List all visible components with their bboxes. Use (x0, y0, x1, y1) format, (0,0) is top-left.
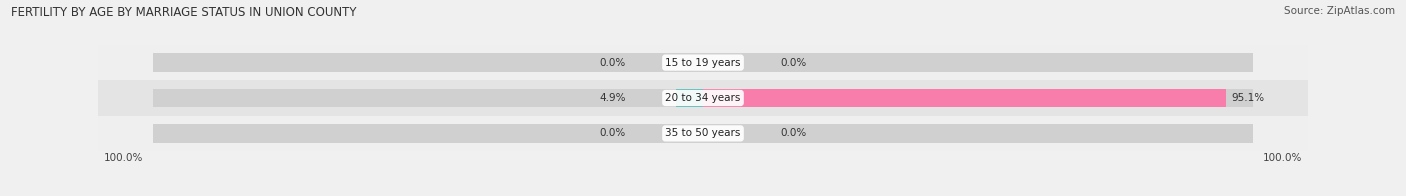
Text: Source: ZipAtlas.com: Source: ZipAtlas.com (1284, 6, 1395, 16)
Bar (98, 116, 1308, 151)
Bar (98, 80, 1308, 116)
Text: 0.0%: 0.0% (780, 58, 806, 68)
Text: 95.1%: 95.1% (1232, 93, 1264, 103)
Bar (153, 124, 703, 143)
Bar (153, 53, 703, 72)
Bar (153, 89, 703, 107)
Text: 4.9%: 4.9% (599, 93, 626, 103)
Bar (676, 89, 703, 107)
Bar (703, 89, 1226, 107)
Bar (98, 45, 1308, 80)
Bar (703, 89, 1253, 107)
Text: 20 to 34 years: 20 to 34 years (665, 93, 741, 103)
Text: 0.0%: 0.0% (600, 58, 626, 68)
Bar (703, 53, 1253, 72)
Text: 0.0%: 0.0% (780, 128, 806, 138)
Text: 15 to 19 years: 15 to 19 years (665, 58, 741, 68)
Text: 35 to 50 years: 35 to 50 years (665, 128, 741, 138)
Text: 100.0%: 100.0% (104, 153, 143, 163)
Text: 100.0%: 100.0% (1263, 153, 1302, 163)
Bar (703, 124, 1253, 143)
Text: FERTILITY BY AGE BY MARRIAGE STATUS IN UNION COUNTY: FERTILITY BY AGE BY MARRIAGE STATUS IN U… (11, 6, 357, 19)
Text: 0.0%: 0.0% (600, 128, 626, 138)
